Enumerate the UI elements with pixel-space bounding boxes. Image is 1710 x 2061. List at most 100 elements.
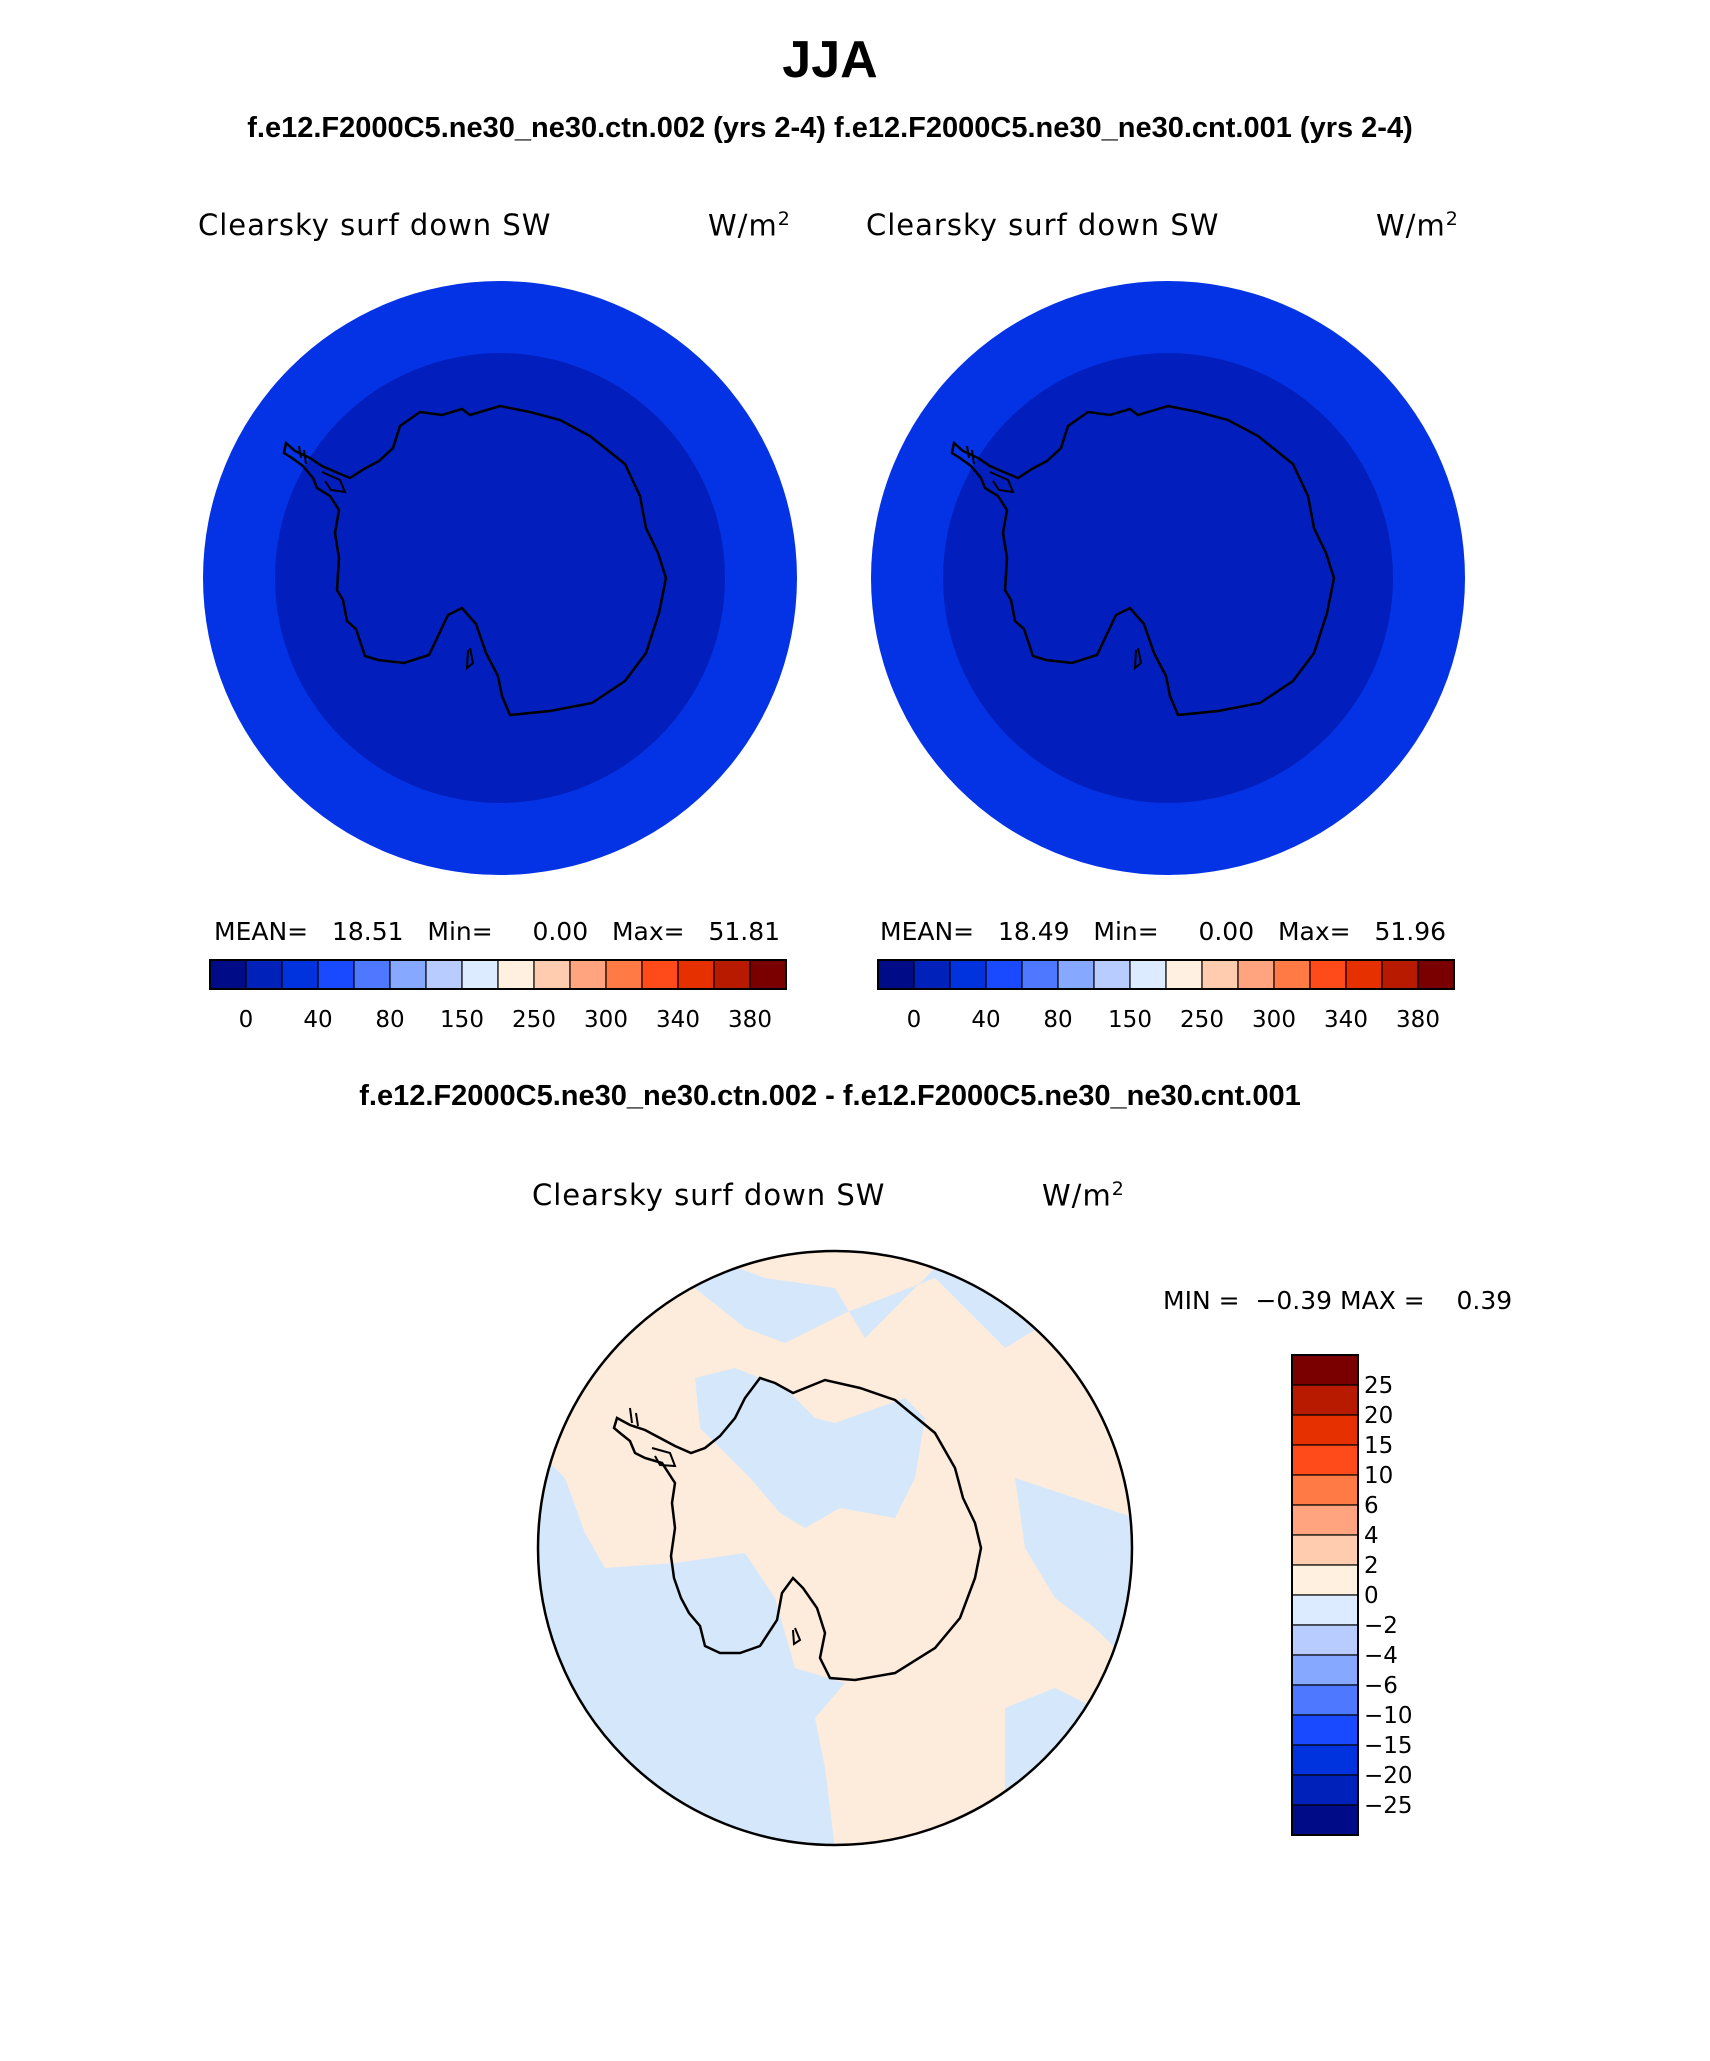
colorbar-swatch <box>497 959 535 990</box>
colorbar-tick-label: 250 <box>512 1007 556 1033</box>
colorbar-swatch <box>353 959 391 990</box>
colorbar-frame <box>877 959 1455 990</box>
map-boundary <box>536 1249 1134 1847</box>
colorbar-tick-label: 2 <box>1364 1553 1379 1579</box>
colorbar-tick-label: 150 <box>1108 1007 1152 1033</box>
colorbar-swatch <box>605 959 643 990</box>
colorbar-tick-label: 40 <box>971 1007 1000 1033</box>
panel2-stats: MEAN= 18.49 Min= 0.00 Max= 51.96 <box>880 917 1447 946</box>
figure-title: JJA <box>782 31 878 89</box>
inner-field <box>275 353 725 803</box>
difference-title: f.e12.F2000C5.ne30_ne30.ctn.002 - f.e12.… <box>359 1080 1301 1112</box>
colorbar-swatch <box>1309 959 1347 990</box>
colorbar-tick-label: 250 <box>1180 1007 1224 1033</box>
colorbar-swatch <box>1291 1714 1359 1746</box>
colorbar-swatch <box>461 959 499 990</box>
panel1-colorbar: 0 40 80 150 250 300 340 380 <box>209 959 787 1033</box>
panel2-variable-label: Clearsky surf down SW <box>866 208 1220 242</box>
colorbar-frame <box>1291 1354 1359 1836</box>
colorbar-swatch <box>1291 1474 1359 1506</box>
colorbar-tick-label: −6 <box>1364 1673 1398 1699</box>
negative-region-southeast <box>985 1688 1132 1845</box>
colorbar-tick-label: 25 <box>1364 1373 1393 1399</box>
colorbar-swatch <box>1129 959 1167 990</box>
negative-region-inner <box>695 1368 925 1528</box>
colorbar-swatch <box>1237 959 1275 990</box>
panel2-polar-map <box>871 281 1465 875</box>
colorbar-tick-label: 40 <box>303 1007 332 1033</box>
colorbar-swatch <box>1345 959 1383 990</box>
colorbar-swatch <box>245 959 283 990</box>
colorbar-tick-label: 80 <box>375 1007 404 1033</box>
colorbar-swatch <box>1291 1384 1359 1416</box>
colorbar-swatch <box>1165 959 1203 990</box>
panel1-variable-label: Clearsky surf down SW <box>198 208 552 242</box>
colorbar-tick-label: −10 <box>1364 1703 1413 1729</box>
colorbar-tick-label: 20 <box>1364 1403 1393 1429</box>
colorbar-tick-label: 10 <box>1364 1463 1393 1489</box>
colorbar-tick-label: 300 <box>1252 1007 1296 1033</box>
colorbar-swatch <box>1381 959 1419 990</box>
colorbar-swatch <box>1291 1354 1359 1386</box>
colorbar-swatch <box>1093 959 1131 990</box>
colorbar-swatch <box>677 959 715 990</box>
colorbar-swatch <box>1057 959 1095 990</box>
negative-region-east <box>1015 1478 1132 1668</box>
colorbar-tick-label: 0 <box>239 1007 254 1033</box>
colorbar-swatch <box>749 959 787 990</box>
antarctica-coastline <box>950 404 1336 717</box>
colorbar-tick-label: −4 <box>1364 1643 1398 1669</box>
colorbar-swatch <box>713 959 751 990</box>
negative-region-far-west <box>538 1308 565 1398</box>
colorbar-tick-label: −15 <box>1364 1733 1413 1759</box>
colorbar-tick-label: −25 <box>1364 1793 1413 1819</box>
colorbar-swatch <box>1291 1624 1359 1656</box>
diff-units-label: W/m2 <box>1042 1178 1125 1213</box>
colorbar-swatch <box>1291 1564 1359 1596</box>
colorbar-swatch <box>1291 1414 1359 1446</box>
panel2-units-label: W/m2 <box>1376 208 1459 243</box>
panel1-units-label: W/m2 <box>708 208 791 243</box>
colorbar-swatch <box>1291 1804 1359 1836</box>
antarctica-coastline <box>612 1376 983 1682</box>
colorbar-swatch <box>209 959 247 990</box>
colorbar-swatch <box>1417 959 1455 990</box>
colorbar-tick-label: 4 <box>1364 1523 1379 1549</box>
diff-minmax: MIN = −0.39 MAX = 0.39 <box>1163 1286 1513 1315</box>
colorbar-tick-label: 340 <box>656 1007 700 1033</box>
colorbar-tick-label: 0 <box>907 1007 922 1033</box>
panel2-colorbar: 0 40 80 150 250 300 340 380 <box>877 959 1455 1033</box>
colorbar-swatch <box>1201 959 1239 990</box>
difference-polar-map <box>536 1249 1134 1847</box>
colorbar-swatch <box>1291 1654 1359 1686</box>
colorbar-swatch <box>1291 1594 1359 1626</box>
colorbar-swatch <box>913 959 951 990</box>
colorbar-swatch <box>1291 1444 1359 1476</box>
colorbar-swatch <box>1291 1534 1359 1566</box>
colorbar-swatch <box>949 959 987 990</box>
panel1-stats: MEAN= 18.51 Min= 0.00 Max= 51.81 <box>214 917 781 946</box>
colorbar-swatch <box>317 959 355 990</box>
colorbar-swatch <box>1291 1504 1359 1536</box>
inner-field <box>943 353 1393 803</box>
colorbar-swatch <box>389 959 427 990</box>
colorbar-tick-label: 15 <box>1364 1433 1393 1459</box>
colorbar-tick-label: 380 <box>1396 1007 1440 1033</box>
antarctica-coastline <box>282 404 668 717</box>
colorbar-swatch <box>1273 959 1311 990</box>
colorbar-tick-label: 380 <box>728 1007 772 1033</box>
case-titles: f.e12.F2000C5.ne30_ne30.ctn.002 (yrs 2-4… <box>247 112 1413 144</box>
colorbar-frame <box>209 959 787 990</box>
colorbar-swatch <box>1291 1684 1359 1716</box>
colorbar-tick-label: 150 <box>440 1007 484 1033</box>
colorbar-swatch <box>877 959 915 990</box>
colorbar-swatch <box>533 959 571 990</box>
colorbar-swatch <box>425 959 463 990</box>
diff-variable-label: Clearsky surf down SW <box>532 1178 886 1212</box>
colorbar-swatch <box>1291 1774 1359 1806</box>
colorbar-tick-label: 6 <box>1364 1493 1379 1519</box>
colorbar-swatch <box>281 959 319 990</box>
colorbar-swatch <box>1291 1744 1359 1776</box>
colorbar-tick-label: 300 <box>584 1007 628 1033</box>
